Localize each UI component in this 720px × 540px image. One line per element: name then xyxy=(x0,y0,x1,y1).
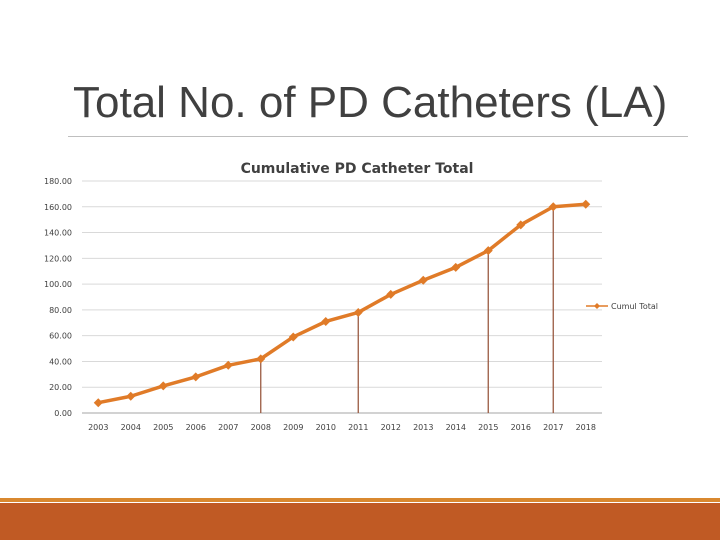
data-point xyxy=(256,354,266,364)
series-cumul-total xyxy=(93,199,591,408)
x-tick-label: 2004 xyxy=(121,423,141,432)
series-line xyxy=(97,202,586,405)
data-point xyxy=(191,372,201,382)
x-axis-tick-labels: 2003 2004 2005 2006 2007 2008 2009 2010 2011 2012… xyxy=(88,423,596,432)
footer-accent-line xyxy=(0,498,720,502)
title-divider xyxy=(68,136,688,137)
slide-title: Total No. of PD Catheters (LA) xyxy=(73,78,668,127)
data-point xyxy=(321,316,331,326)
data-point xyxy=(483,246,493,256)
data-point xyxy=(451,262,461,272)
x-tick-label: 2006 xyxy=(186,423,206,432)
x-tick-label: 2003 xyxy=(88,423,108,432)
x-tick-label: 2011 xyxy=(348,423,368,432)
x-tick-label: 2015 xyxy=(478,423,498,432)
y-tick-label: 80.00 xyxy=(49,306,72,315)
gridlines xyxy=(82,180,602,414)
data-point xyxy=(386,289,396,299)
x-tick-label: 2009 xyxy=(283,423,303,432)
data-point xyxy=(126,391,136,401)
legend-label: Cumul Total xyxy=(611,302,658,311)
data-point xyxy=(353,307,363,317)
legend-marker xyxy=(594,303,600,309)
x-tick-label: 2013 xyxy=(413,423,433,432)
x-tick-label: 2012 xyxy=(381,423,401,432)
y-tick-label: 120.00 xyxy=(44,254,72,263)
x-tick-label: 2005 xyxy=(153,423,173,432)
y-axis-tick-labels: 0.00 20.00 40.00 60.00 80.00 100.00 120.00 140.… xyxy=(44,177,72,418)
x-tick-label: 2017 xyxy=(543,423,563,432)
data-point xyxy=(548,202,558,212)
footer-bar xyxy=(0,503,720,540)
data-point xyxy=(516,220,526,230)
y-tick-label: 0.00 xyxy=(54,409,72,418)
data-point xyxy=(581,199,591,209)
y-tick-label: 20.00 xyxy=(49,383,72,392)
y-tick-label: 60.00 xyxy=(49,332,72,341)
y-tick-label: 100.00 xyxy=(44,280,72,289)
x-tick-label: 2010 xyxy=(316,423,336,432)
y-tick-label: 40.00 xyxy=(49,357,72,366)
y-tick-label: 160.00 xyxy=(44,203,72,212)
x-tick-label: 2016 xyxy=(511,423,531,432)
chart-title: Cumulative PD Catheter Total xyxy=(241,161,474,177)
data-point xyxy=(158,381,168,391)
x-tick-label: 2008 xyxy=(251,423,271,432)
data-point xyxy=(418,275,428,285)
x-tick-label: 2018 xyxy=(576,423,596,432)
y-tick-label: 140.00 xyxy=(44,229,72,238)
data-point xyxy=(93,398,103,408)
x-tick-label: 2014 xyxy=(446,423,466,432)
data-point xyxy=(288,332,298,342)
data-point xyxy=(223,360,233,370)
x-tick-label: 2007 xyxy=(218,423,238,432)
y-tick-label: 180.00 xyxy=(44,177,72,186)
drop-lines xyxy=(260,206,554,413)
legend: Cumul Total xyxy=(586,302,658,311)
